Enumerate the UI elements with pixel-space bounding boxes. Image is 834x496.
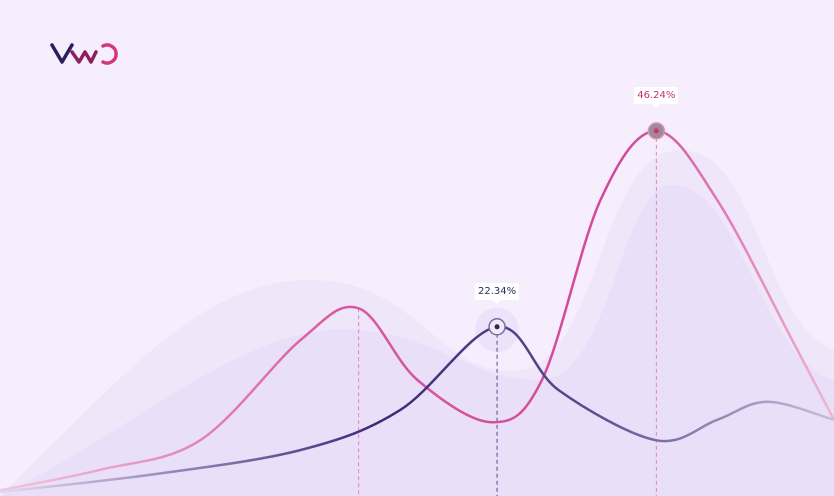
- vwo-logo-mark: [50, 43, 118, 65]
- data-point-dot: [494, 324, 500, 330]
- data-label: 46.24%: [634, 86, 679, 108]
- series-line-0: [0, 129, 834, 492]
- vwo-logo: [50, 40, 122, 72]
- data-label: 22.34%: [474, 282, 520, 304]
- data-point-dot: [653, 128, 659, 134]
- background-hill-shadow: [0, 184, 834, 496]
